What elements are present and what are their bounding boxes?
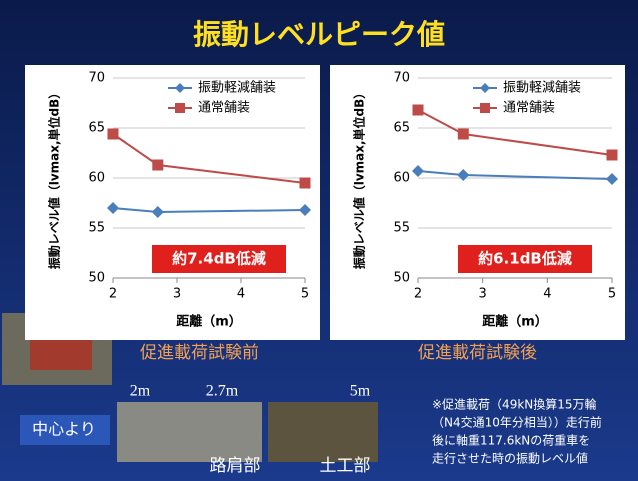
x-tick-label: 3 xyxy=(173,287,181,302)
distance-label: 2m xyxy=(130,383,151,400)
note-line: ※促進載荷（49kN換算15万輪 xyxy=(432,397,597,412)
photo-pavement xyxy=(117,402,262,462)
label-box xyxy=(20,415,110,445)
zone-label: 土工部 xyxy=(320,456,371,476)
caption: 促進載荷試験後 xyxy=(418,343,537,363)
note-line: （N4交通10年分相当））走行前 xyxy=(432,415,602,430)
y-tick-label: 65 xyxy=(393,121,410,136)
x-tick-label: 4 xyxy=(237,287,245,302)
y-tick-label: 70 xyxy=(393,71,410,86)
annotation-box xyxy=(458,245,592,273)
y-tick-label: 50 xyxy=(88,271,105,286)
x-axis-label: 距離（m） xyxy=(176,314,242,330)
marker xyxy=(412,165,424,177)
annotation: 約7.4dB低減 xyxy=(172,250,266,268)
caption: 促進載荷試験前 xyxy=(140,343,259,363)
x-tick-label: 2 xyxy=(414,287,422,302)
marker xyxy=(457,128,469,140)
marker xyxy=(457,169,470,181)
y-tick-label: 55 xyxy=(393,221,410,236)
x-axis-label: 距離（m） xyxy=(482,314,548,330)
annotation-box xyxy=(152,245,286,273)
marker xyxy=(299,177,311,189)
annotation: 約6.1dB低減 xyxy=(478,250,572,268)
photo-soil xyxy=(268,402,378,462)
note-line: 走行させた時の振動レベル値 xyxy=(432,451,588,466)
marker xyxy=(107,202,119,214)
x-tick-label: 3 xyxy=(479,287,487,302)
y-tick-label: 70 xyxy=(88,71,105,86)
legend-label: 通常舗装 xyxy=(198,101,250,116)
legend-label: 振動軽減舗装 xyxy=(198,80,276,96)
y-tick-label: 55 xyxy=(88,221,105,236)
marker xyxy=(152,159,164,171)
y-tick-label: 50 xyxy=(393,271,410,286)
x-tick-label: 5 xyxy=(608,287,616,302)
zone-label: 路肩部 xyxy=(210,456,261,476)
marker xyxy=(412,104,424,116)
y-tick-label: 65 xyxy=(88,121,105,136)
marker xyxy=(606,173,618,185)
chart-panel xyxy=(330,65,625,340)
distance-label: 5m xyxy=(350,383,371,400)
marker xyxy=(299,204,311,216)
y-axis-label: 振動レベル値（lvmax,単位dB） xyxy=(352,87,367,270)
marker xyxy=(151,206,164,218)
legend-label: 通常舗装 xyxy=(503,101,555,116)
marker xyxy=(107,128,119,140)
note-line: 後に軸重117.6kNの荷重車を xyxy=(432,434,590,448)
y-tick-label: 60 xyxy=(393,171,410,186)
legend-label: 振動軽減舗装 xyxy=(503,80,581,96)
marker xyxy=(606,149,618,161)
y-axis-label: 振動レベル値（lvmax,単位dB） xyxy=(47,87,62,270)
slide-title: 振動レベルピーク値 xyxy=(193,18,445,51)
x-tick-label: 4 xyxy=(543,287,551,302)
x-tick-label: 5 xyxy=(301,287,309,302)
chart-panel xyxy=(25,65,320,340)
y-tick-label: 60 xyxy=(88,171,105,186)
distance-label: 2.7m xyxy=(206,383,239,400)
center-label: 中心より xyxy=(32,420,96,439)
x-tick-label: 2 xyxy=(109,287,117,302)
